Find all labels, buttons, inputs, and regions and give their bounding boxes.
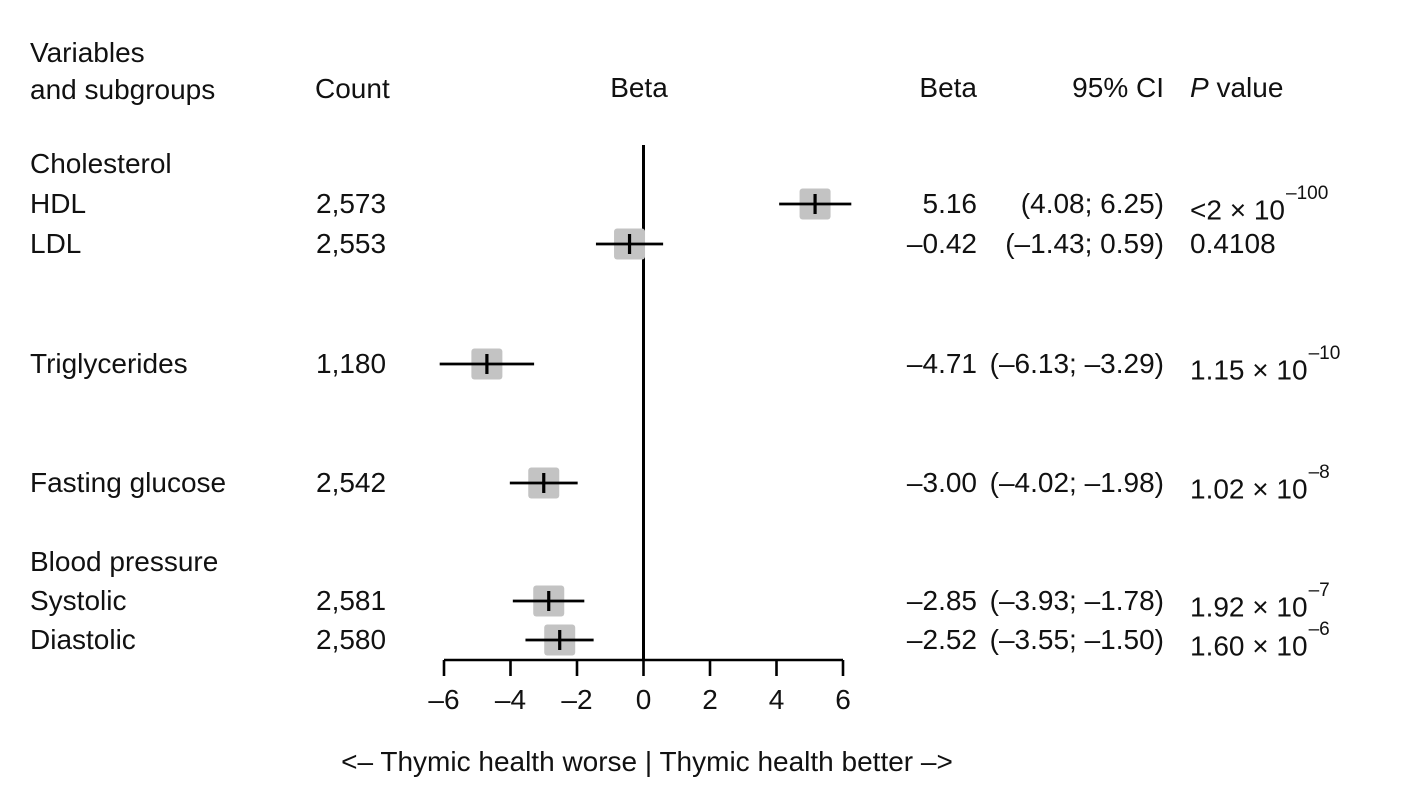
p-value-exponent: –8 [1308, 461, 1330, 483]
p-value-exponent: –10 [1308, 342, 1341, 364]
row-ci-value: (–1.43; 0.59) [1005, 228, 1164, 259]
row-count: 2,581 [316, 585, 387, 616]
x-axis-tick-label: –2 [561, 684, 592, 715]
row-count: 2,553 [316, 228, 387, 259]
group-label: Blood pressure [30, 546, 219, 577]
row-ci-value: (–4.02; –1.98) [989, 467, 1164, 498]
row-beta-value: –3.00 [906, 467, 977, 498]
row-label: Triglycerides [30, 348, 188, 379]
x-axis-tick-label: –6 [428, 684, 459, 715]
row-ci-value: (–3.55; –1.50) [989, 624, 1164, 655]
row-ci-value: (–3.93; –1.78) [989, 585, 1164, 616]
x-axis-tick-label: 6 [835, 684, 851, 715]
p-value-mantissa: 1.92 × 10 [1190, 591, 1308, 623]
row-p-value: 0.4108 [1190, 228, 1276, 260]
row-label: HDL [30, 188, 87, 219]
p-value-mantissa: 1.60 × 10 [1190, 630, 1308, 662]
row-ci-value: (–6.13; –3.29) [989, 348, 1164, 379]
header-p-italic: P [1190, 72, 1209, 103]
row-label: Diastolic [30, 624, 136, 655]
row-beta-value: –4.71 [906, 348, 977, 379]
p-value-mantissa: 0.4108 [1190, 228, 1276, 259]
row-label: Fasting glucose [30, 467, 227, 498]
x-axis-tick-label: 0 [636, 684, 652, 715]
row-beta-value: –2.85 [906, 585, 977, 616]
x-axis-tick-label: 2 [702, 684, 718, 715]
row-p-value: 1.15 × 10–10 [1190, 343, 1340, 386]
row-p-value: 1.92 × 10–7 [1190, 580, 1330, 623]
p-value-mantissa: <2 × 10 [1190, 194, 1285, 226]
group-label: Cholesterol [30, 148, 172, 179]
header-beta-plot: Beta [610, 72, 668, 103]
x-axis-caption: <– Thymic health worse | Thymic health b… [341, 746, 953, 777]
row-p-value: <2 × 10–100 [1190, 183, 1328, 226]
row-p-value: 1.02 × 10–8 [1190, 462, 1330, 505]
row-count: 2,542 [316, 467, 387, 498]
header-ci: 95% CI [1072, 72, 1164, 103]
header-count: Count [315, 73, 390, 104]
x-axis-tick-label: 4 [769, 684, 785, 715]
row-beta-value: –2.52 [906, 624, 977, 655]
row-p-value: 1.60 × 10–6 [1190, 619, 1330, 662]
p-value-exponent: –6 [1308, 618, 1330, 640]
x-axis-tick-label: –4 [495, 684, 526, 715]
row-count: 1,180 [316, 348, 387, 379]
header-beta: Beta [919, 72, 977, 103]
row-beta-value: 5.16 [922, 188, 978, 219]
header-variables-line1: Variables [30, 37, 145, 68]
row-label: LDL [30, 228, 82, 259]
row-ci-value: (4.08; 6.25) [1020, 188, 1164, 219]
header-p-value: P value [1190, 72, 1283, 104]
header-variables-line2: and subgroups [30, 74, 216, 105]
p-value-exponent: –7 [1308, 579, 1330, 601]
row-count: 2,573 [316, 188, 387, 219]
row-beta-value: –0.42 [906, 228, 977, 259]
row-count: 2,580 [316, 624, 387, 655]
p-value-mantissa: 1.02 × 10 [1190, 473, 1308, 505]
header-p-rest: value [1208, 72, 1284, 103]
row-label: Systolic [30, 585, 127, 616]
p-value-exponent: –100 [1285, 182, 1329, 204]
p-value-mantissa: 1.15 × 10 [1190, 354, 1308, 386]
